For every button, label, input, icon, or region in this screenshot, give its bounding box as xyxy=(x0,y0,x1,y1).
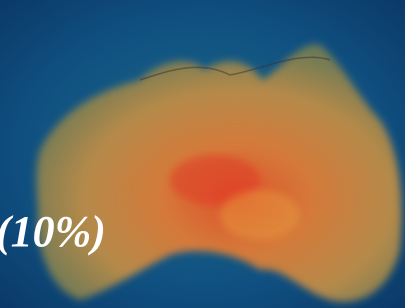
overlay-text: (10%) xyxy=(0,207,106,256)
map-image: (10%) xyxy=(0,0,405,308)
warm-area xyxy=(220,190,300,240)
